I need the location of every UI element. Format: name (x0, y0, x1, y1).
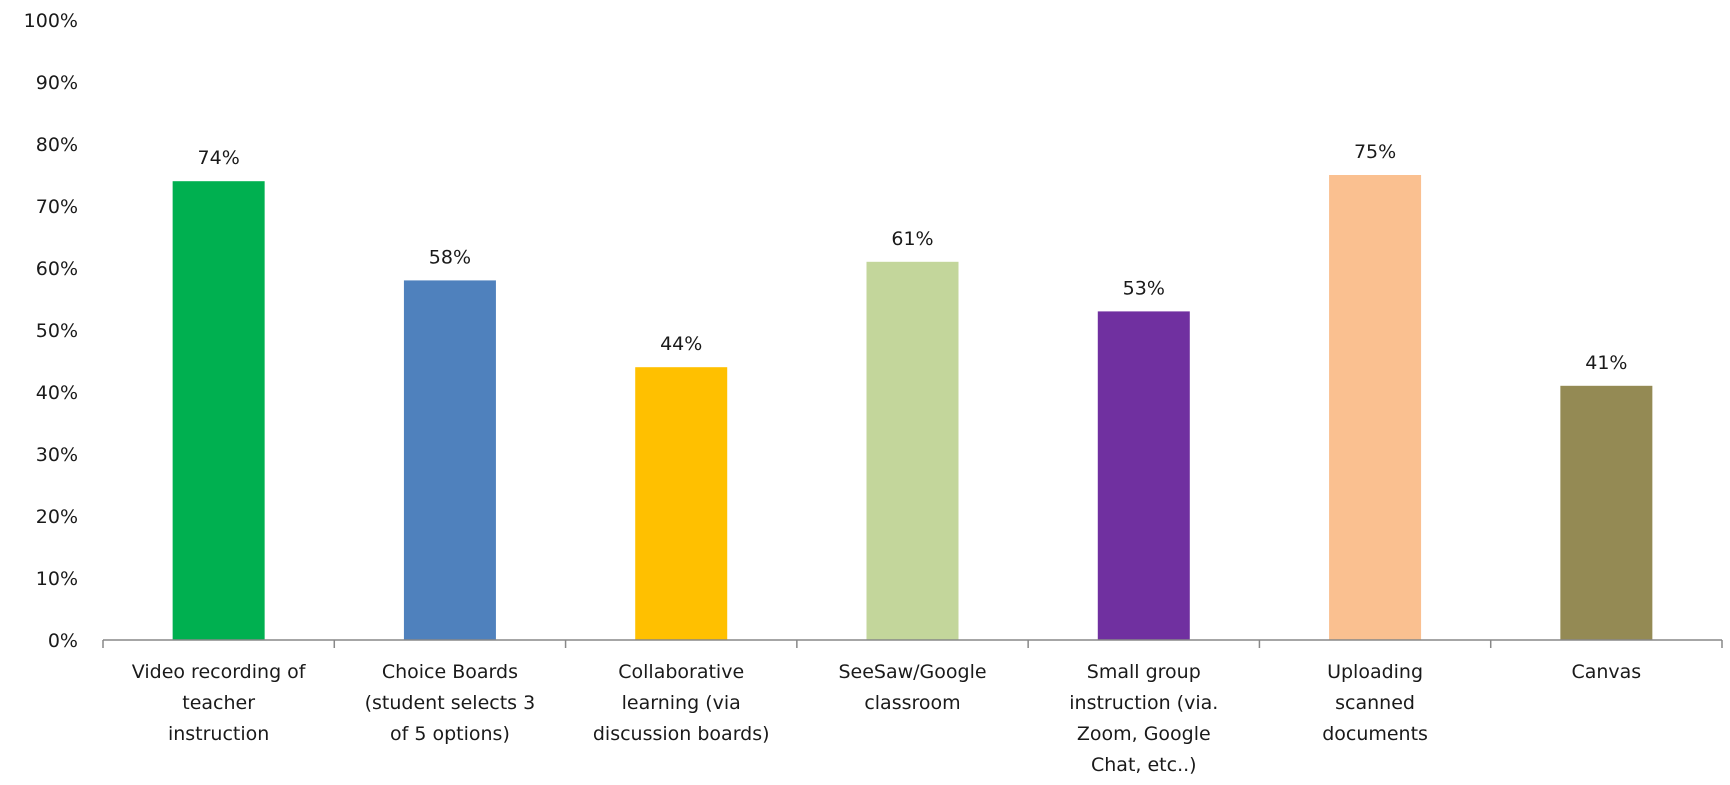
bar (403, 280, 496, 640)
y-tick-label: 40% (36, 382, 78, 404)
data-label: 53% (1123, 277, 1165, 299)
bar (635, 367, 728, 640)
data-label: 61% (891, 228, 933, 250)
data-labels: 74% 58% 44% 61% 53% 75% 41% (198, 141, 1628, 374)
category-label-line: Video recording of (132, 661, 307, 683)
category-label-line: Small group (1087, 661, 1201, 683)
y-tick-label: 10% (36, 568, 78, 590)
category-label-line: Uploading (1327, 661, 1423, 683)
y-tick-label: 0% (48, 630, 78, 652)
y-tick-label: 70% (36, 196, 78, 218)
category-label-line: of 5 options) (390, 723, 510, 745)
y-tick-label: 30% (36, 444, 78, 466)
data-label: 44% (660, 333, 702, 355)
category-label-line: learning (via (622, 692, 741, 714)
data-label: 75% (1354, 141, 1396, 163)
category-label-line: scanned (1335, 692, 1415, 714)
category-label: Canvas (1571, 661, 1641, 683)
category-label-line: discussion boards) (593, 723, 770, 745)
bars (172, 175, 1653, 640)
bar (1560, 385, 1653, 640)
y-tick-label: 90% (36, 72, 78, 94)
category-label-line: (student selects 3 (365, 692, 536, 714)
y-tick-label: 50% (36, 320, 78, 342)
bar (172, 181, 265, 640)
category-label-line: Chat, etc..) (1091, 754, 1197, 776)
category-label-line: SeeSaw/Google (838, 661, 986, 683)
category-label: Video recording of teacher instruction (132, 661, 307, 745)
bar (1097, 311, 1190, 640)
category-label: Collaborative learning (via discussion boa… (593, 661, 770, 745)
data-label: 41% (1585, 352, 1627, 374)
x-axis (102, 639, 1723, 648)
y-axis-ticks: 0% 10% 20% 30% 40% 50% 60% 70% 80% 90% 100% (24, 10, 78, 652)
y-tick-label: 80% (36, 134, 78, 156)
category-label-line: teacher (182, 692, 255, 714)
data-label: 74% (198, 147, 240, 169)
category-label-line: Canvas (1571, 661, 1641, 683)
category-label-line: classroom (864, 692, 960, 714)
category-label-line: Zoom, Google (1077, 723, 1211, 745)
bar (866, 261, 959, 640)
category-label-line: instruction (168, 723, 269, 745)
data-label: 58% (429, 246, 471, 268)
category-label: Uploading scanned documents (1322, 661, 1428, 745)
category-label: SeeSaw/Google classroom (838, 661, 986, 714)
category-label-line: instruction (via. (1069, 692, 1218, 714)
category-label-line: documents (1322, 723, 1428, 745)
category-labels: Video recording of teacher instruction Choi… (132, 661, 1641, 776)
category-label-line: Collaborative (618, 661, 744, 683)
y-tick-label: 60% (36, 258, 78, 280)
category-label-line: Choice Boards (382, 661, 518, 683)
bar (1329, 175, 1422, 640)
category-label: Choice Boards (student selects 3 of 5 opti… (365, 661, 536, 745)
category-label: Small group instruction (via. Zoom, Google… (1069, 661, 1218, 776)
y-tick-label: 20% (36, 506, 78, 528)
y-tick-label: 100% (24, 10, 78, 32)
